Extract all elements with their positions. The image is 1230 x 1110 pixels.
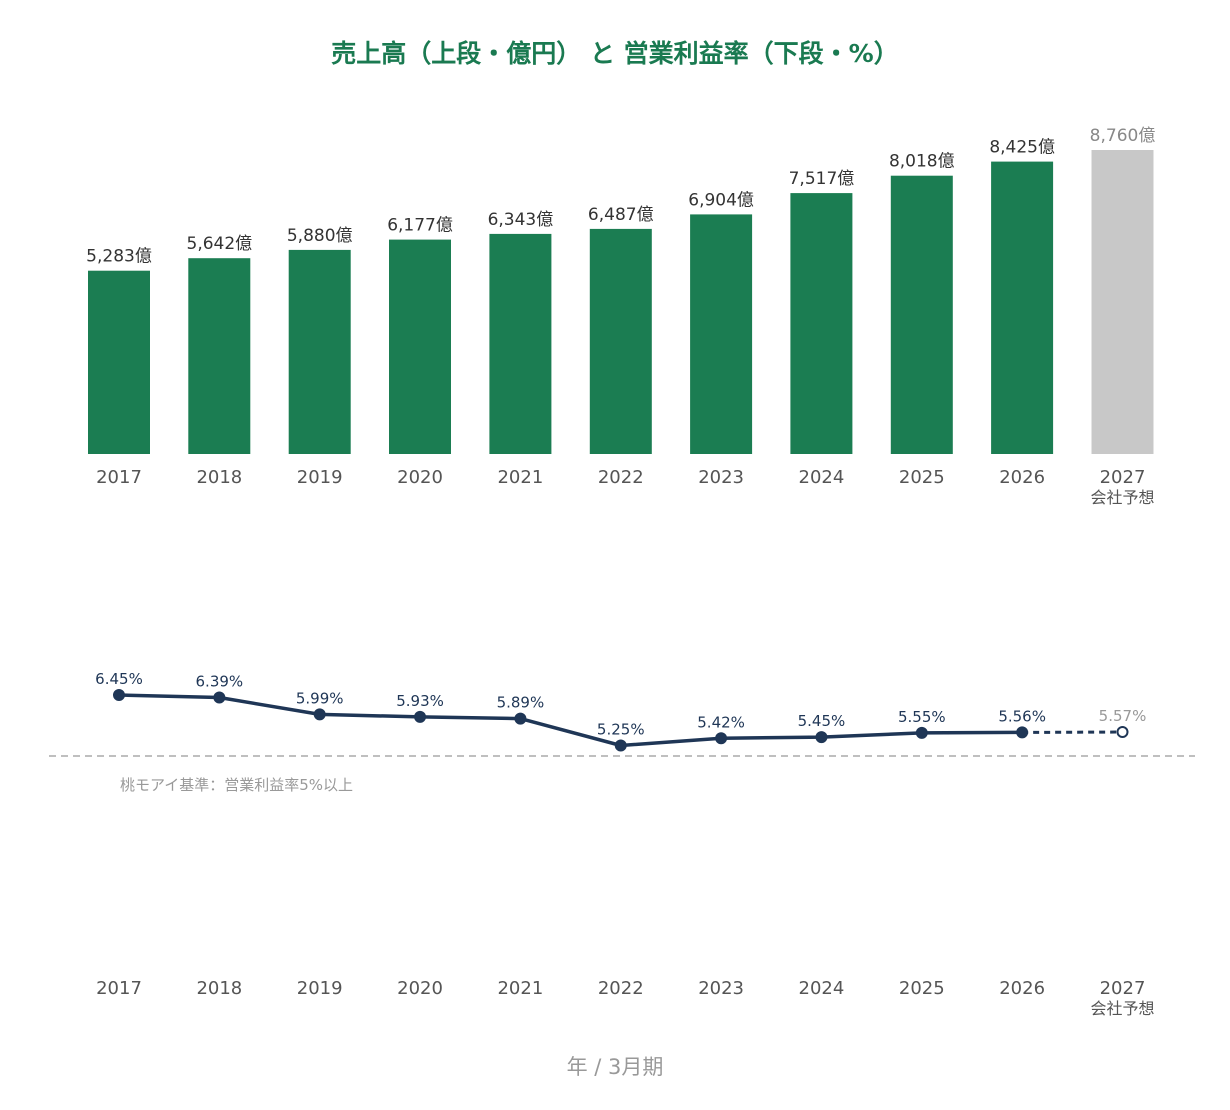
margin-x-tick-2021: 2021 (497, 978, 543, 999)
margin-line-chart: 桃モアイ基準：営業利益率5%以上 6.45% 6.39% 5.99% 5.93% 5.89… (49, 670, 1195, 794)
margin-value-label-2025: 5.55% (898, 708, 946, 726)
margin-line-actual (117, 693, 1024, 748)
revenue-x-sublabel-2027: 会社予想 (1090, 488, 1154, 507)
margin-x-tick-2019: 2019 (297, 978, 343, 999)
revenue-x-ticks: 2017 2018 2019 2020 2021 2022 2023 2024 2025 2026… (96, 467, 1154, 507)
margin-x-sublabel-2027: 会社予想 (1090, 999, 1154, 1018)
margin-value-label-2024: 5.45% (798, 712, 846, 730)
margin-point-2021 (514, 712, 527, 725)
revenue-value-label-2019: 5,880億 (287, 226, 353, 246)
revenue-bar-2018 (188, 258, 251, 454)
margin-x-tick-2018: 2018 (196, 978, 242, 999)
chart-title: 売上高（上段・億円） と 営業利益率（下段・%） (331, 39, 898, 68)
margin-value-label-2018: 6.39% (196, 673, 244, 691)
revenue-x-tick-2027: 2027 (1100, 467, 1146, 488)
margin-x-tick-2026: 2026 (999, 978, 1045, 999)
revenue-value-label-2017: 5,283億 (86, 247, 152, 267)
revenue-bar-2027 (1091, 150, 1154, 454)
revenue-value-label-2022: 6,487億 (588, 205, 654, 225)
margin-point-2024 (815, 731, 828, 744)
margin-value-label-2019: 5.99% (296, 689, 344, 707)
revenue-x-tick-2025: 2025 (899, 467, 945, 488)
revenue-bar-2025 (890, 175, 953, 454)
margin-value-label-2017: 6.45% (95, 670, 143, 688)
revenue-bar-2024 (790, 193, 853, 454)
x-axis-title: 年 / 3月期 (567, 1055, 664, 1079)
revenue-x-tick-2023: 2023 (698, 467, 744, 488)
margin-point-2022 (614, 739, 627, 752)
margin-x-tick-2025: 2025 (899, 978, 945, 999)
revenue-x-tick-2024: 2024 (799, 467, 845, 488)
revenue-bar-2021 (489, 233, 552, 454)
revenue-bar-2023 (690, 214, 753, 454)
revenue-x-tick-2019: 2019 (297, 467, 343, 488)
revenue-value-label-2027: 8,760億 (1090, 126, 1156, 146)
margin-point-2017 (113, 689, 125, 701)
revenue-value-label-2026: 8,425億 (989, 138, 1055, 158)
revenue-bar-2026 (991, 161, 1054, 454)
margin-value-label-2027: 5.57% (1099, 707, 1147, 725)
margin-x-tick-2020: 2020 (397, 978, 443, 999)
revenue-bar-2022 (589, 228, 652, 454)
revenue-x-tick-2018: 2018 (196, 467, 242, 488)
margin-point-2026 (1016, 726, 1029, 739)
margin-point-2018 (213, 691, 226, 704)
margin-x-tick-2023: 2023 (698, 978, 744, 999)
revenue-bar-2019 (288, 249, 351, 454)
revenue-value-label-2020: 6,177億 (387, 216, 453, 236)
revenue-x-tick-2021: 2021 (497, 467, 543, 488)
revenue-value-label-2021: 6,343億 (488, 210, 554, 230)
revenue-x-tick-2020: 2020 (397, 467, 443, 488)
revenue-bars: 5,283億 5,642億 5,880億 6,177億 6,343億 6,487億 6,90… (86, 126, 1155, 454)
revenue-bar-2017 (88, 270, 150, 454)
margin-x-ticks: 2017 2018 2019 2020 2021 2022 2023 2024 2025 2026… (96, 978, 1154, 1018)
revenue-value-label-2024: 7,517億 (789, 169, 855, 189)
margin-x-tick-2022: 2022 (598, 978, 644, 999)
margin-x-tick-2017: 2017 (96, 978, 142, 999)
revenue-x-tick-2017: 2017 (96, 467, 142, 488)
revenue-value-label-2025: 8,018億 (889, 152, 955, 172)
margin-value-label-2026: 5.56% (998, 707, 1046, 725)
revenue-x-tick-2026: 2026 (999, 467, 1045, 488)
margin-x-tick-2027: 2027 (1100, 978, 1146, 999)
revenue-x-tick-2022: 2022 (598, 467, 644, 488)
revenue-value-label-2023: 6,904億 (688, 190, 754, 210)
reference-line-label: 桃モアイ基準：営業利益率5%以上 (120, 776, 353, 794)
margin-point-2025 (915, 726, 928, 739)
margin-point-2027 (1116, 726, 1129, 738)
margin-value-label-2020: 5.93% (396, 692, 444, 710)
margin-value-label-2022: 5.25% (597, 721, 645, 739)
margin-value-label-2023: 5.42% (697, 713, 745, 731)
revenue-value-label-2018: 5,642億 (187, 234, 253, 254)
margin-point-2023 (715, 732, 728, 745)
margin-x-tick-2024: 2024 (799, 978, 845, 999)
margin-point-2019 (313, 708, 326, 721)
margin-value-label-2021: 5.89% (497, 694, 545, 712)
margin-point-2020 (414, 710, 427, 723)
revenue-bar-2020 (389, 239, 451, 454)
